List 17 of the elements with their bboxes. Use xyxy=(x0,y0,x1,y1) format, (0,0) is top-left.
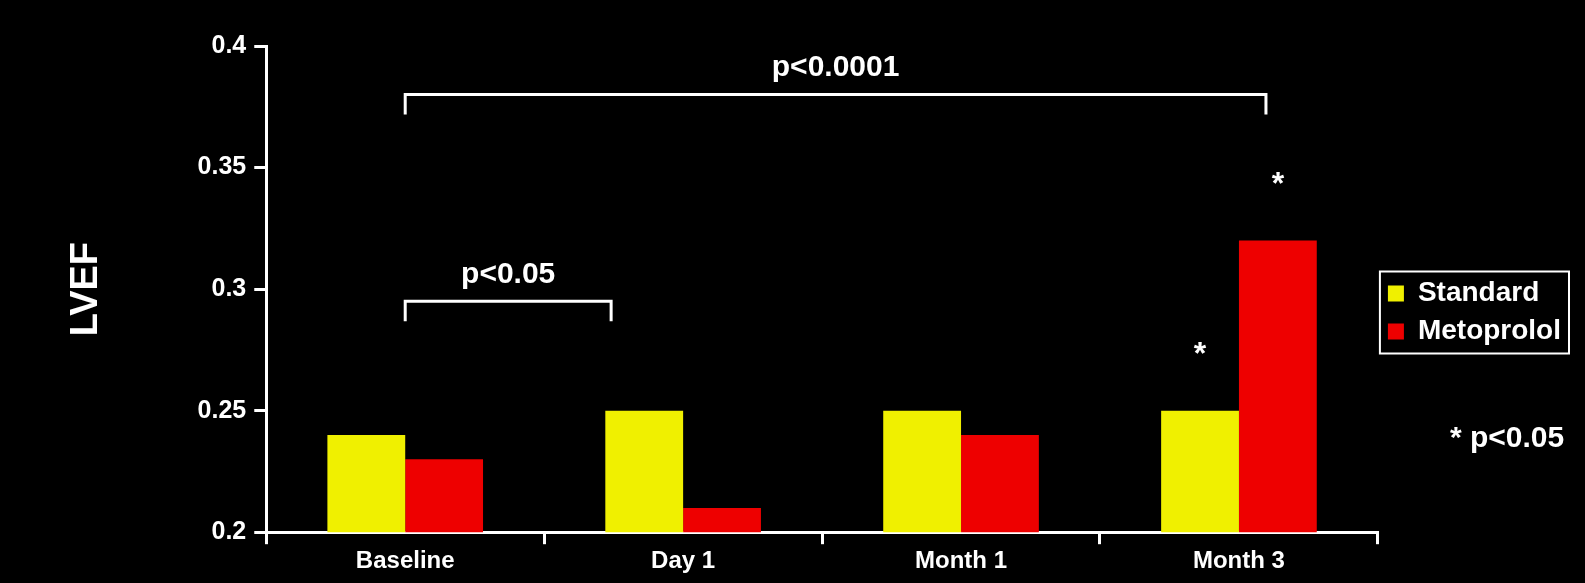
annotation: * xyxy=(1271,165,1285,202)
y-axis-title: LVEF xyxy=(63,241,106,337)
y-tick-label: 0.25 xyxy=(197,394,247,423)
x-tick-label: Month 1 xyxy=(915,546,1008,574)
x-tick-label: Month 3 xyxy=(1192,546,1285,574)
y-tick-label: 0.4 xyxy=(211,29,247,58)
x-tick-label: Day 1 xyxy=(651,546,716,574)
legend-label: Standard xyxy=(1417,276,1540,308)
legend-label: Metoprolol xyxy=(1417,314,1561,346)
x-tick-label: Baseline xyxy=(355,546,455,574)
y-tick-label: 0.35 xyxy=(197,151,247,180)
annotation: p<0.0001 xyxy=(771,48,900,82)
annotation: * xyxy=(1193,335,1207,372)
text: * p<0.05 xyxy=(1449,419,1565,453)
annotation: p<0.05 xyxy=(461,255,556,289)
y-tick-label: 0.3 xyxy=(211,272,247,301)
y-tick-label: 0.2 xyxy=(211,516,247,545)
